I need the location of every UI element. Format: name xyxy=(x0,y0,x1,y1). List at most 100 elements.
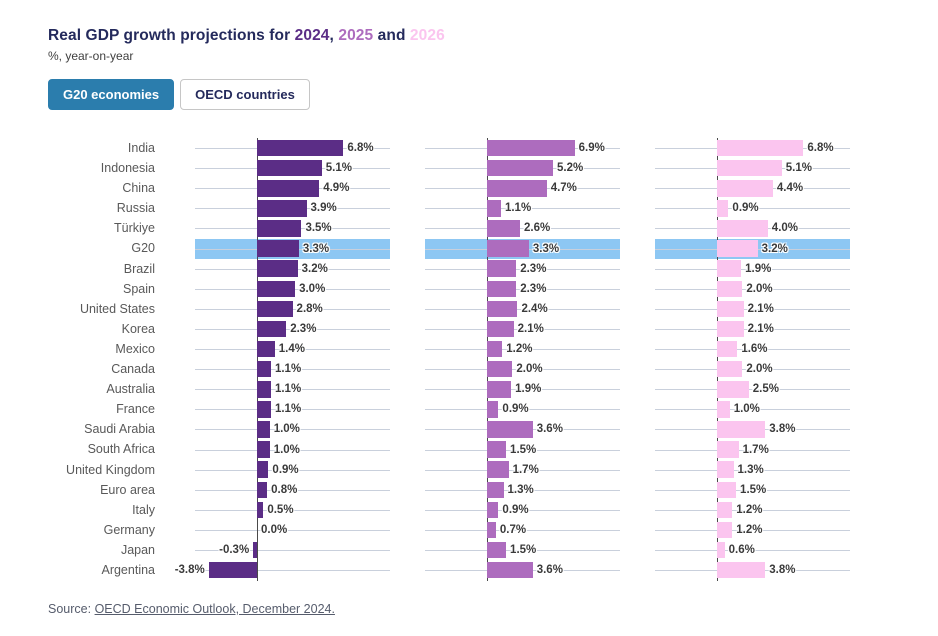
gridline xyxy=(425,389,620,391)
value-label-2024-indonesia: 5.1% xyxy=(325,162,352,175)
country-label-united-states: United States xyxy=(79,301,155,316)
gridline xyxy=(425,349,620,351)
bar-2026-germany xyxy=(717,521,733,539)
country-label-italy: Italy xyxy=(132,502,155,517)
value-label-2024-australia: 1.1% xyxy=(274,383,302,396)
bar-2024-australia xyxy=(257,381,271,398)
value-label-2024-brazil: 3.2% xyxy=(301,262,328,275)
country-label-argentina: Argentina xyxy=(101,562,155,577)
value-label-2025-brazil: 2.3% xyxy=(520,262,547,275)
value-label-2025-united-states: 2.4% xyxy=(521,302,548,315)
gridline xyxy=(195,328,390,330)
value-label-2026-indonesia: 5.1% xyxy=(785,162,812,175)
value-label-2026-spain: 2.0% xyxy=(746,282,773,295)
value-label-2025-korea: 2.1% xyxy=(517,322,544,335)
gridline xyxy=(655,449,850,451)
value-label-2025-australia: 1.9% xyxy=(515,383,542,396)
gridline xyxy=(655,489,850,491)
zero-axis-line xyxy=(257,138,258,581)
country-label-japan: Japan xyxy=(120,542,155,557)
source-link[interactable]: OECD Economic Outlook, December 2024. xyxy=(94,602,335,616)
value-label-2024-g20: 3.3% xyxy=(302,242,330,255)
gridline xyxy=(425,208,620,210)
value-label-2025-t-rkiye: 2.6% xyxy=(524,222,551,235)
gridline xyxy=(655,288,850,290)
bar-2025-united-kingdom xyxy=(487,461,509,478)
gridline xyxy=(655,550,850,552)
bar-2026-south-africa xyxy=(717,441,739,458)
gridline xyxy=(195,369,390,371)
country-label-saudi-arabia: Saudi Arabia xyxy=(84,422,155,437)
country-label-euro-area: Euro area xyxy=(100,482,155,497)
bar-2024-spain xyxy=(257,280,296,297)
country-label-russia: Russia xyxy=(116,201,155,216)
value-label-2026-australia: 2.5% xyxy=(752,383,779,396)
value-label-2025-japan: 1.5% xyxy=(510,544,537,556)
gridline xyxy=(655,268,850,270)
tab-bar: G20 economies OECD countries xyxy=(48,79,938,110)
value-label-2026-t-rkiye: 4.0% xyxy=(771,222,799,235)
value-label-2024-canada: 1.1% xyxy=(274,363,302,376)
country-label-brazil: Brazil xyxy=(123,261,155,276)
gridline xyxy=(425,268,620,270)
panel-2026: 6.8% 5.1% 4.4% 0.9% 4.0% 3.2% 1.9% 2.0% 2.1% 2.1%… xyxy=(655,138,850,581)
title-year-2024: 2024 xyxy=(294,27,330,44)
value-label-2026-brazil: 1.9% xyxy=(745,262,772,275)
value-label-2026-g20: 3.2% xyxy=(761,242,788,255)
gridline xyxy=(195,469,390,471)
chart-title: Real GDP growth projections for 2024, 20… xyxy=(48,26,938,46)
value-label-2026-india: 6.8% xyxy=(807,142,834,154)
gridline xyxy=(425,469,620,471)
value-label-2025-g20: 3.3% xyxy=(532,242,560,255)
gridline xyxy=(655,529,850,531)
bar-2025-china xyxy=(487,180,547,197)
gridline xyxy=(425,550,620,552)
bar-2024-indonesia xyxy=(257,159,322,177)
value-label-2024-united-kingdom: 0.9% xyxy=(272,463,299,476)
panel-2024: 6.8% 5.1% 4.9% 3.9% 3.5% 3.3% 3.2% 3.0% 2.8% 2.3%… xyxy=(175,138,390,581)
value-label-2026-saudi-arabia: 3.8% xyxy=(769,423,796,436)
gridline xyxy=(425,409,620,411)
bar-2024-italy xyxy=(257,501,264,519)
bar-2025-indonesia xyxy=(487,159,554,177)
value-label-2025-italy: 0.9% xyxy=(502,503,529,516)
value-label-2025-indonesia: 5.2% xyxy=(557,162,584,175)
bar-2026-italy xyxy=(717,501,733,519)
gridline xyxy=(425,328,620,330)
title-year-2025: 2025 xyxy=(338,27,374,44)
tab-g20-economies[interactable]: G20 economies xyxy=(48,79,175,110)
chart-subtitle: %, year-on-year xyxy=(48,49,134,63)
value-label-2026-france: 1.0% xyxy=(733,403,760,416)
gridline xyxy=(655,389,850,391)
value-label-2026-italy: 1.2% xyxy=(736,503,763,516)
bar-2026-g20 xyxy=(717,240,758,257)
bar-2026-india xyxy=(717,139,804,157)
value-label-2025-russia: 1.1% xyxy=(504,202,532,215)
bar-2025-germany xyxy=(487,521,496,539)
bar-2025-russia xyxy=(487,200,501,217)
bar-2024-india xyxy=(257,139,344,157)
gridline xyxy=(655,349,850,351)
gridline xyxy=(425,369,620,371)
gridline xyxy=(195,509,390,511)
bar-2026-t-rkiye xyxy=(717,220,768,237)
value-label-2026-united-kingdom: 1.3% xyxy=(737,463,764,476)
value-label-2024-euro-area: 0.8% xyxy=(271,483,298,496)
bar-2024-russia xyxy=(257,200,307,217)
bar-2026-euro-area xyxy=(717,481,737,498)
bar-2025-t-rkiye xyxy=(487,220,521,237)
gridline xyxy=(195,550,390,552)
bar-2024-france xyxy=(257,401,271,418)
tab-oecd-countries[interactable]: OECD countries xyxy=(180,79,310,110)
bar-2025-korea xyxy=(487,320,514,338)
value-label-2024-china: 4.9% xyxy=(323,182,350,195)
country-label-france: France xyxy=(116,402,155,417)
value-label-2026-korea: 2.1% xyxy=(747,322,774,335)
bar-2025-italy xyxy=(487,501,499,519)
gridline xyxy=(195,409,390,411)
value-label-2025-argentina: 3.6% xyxy=(536,564,563,577)
value-label-2026-united-states: 2.1% xyxy=(747,302,774,315)
bar-2025-euro-area xyxy=(487,481,504,498)
value-label-2025-south-africa: 1.5% xyxy=(510,443,537,456)
title-and: and xyxy=(373,27,410,44)
